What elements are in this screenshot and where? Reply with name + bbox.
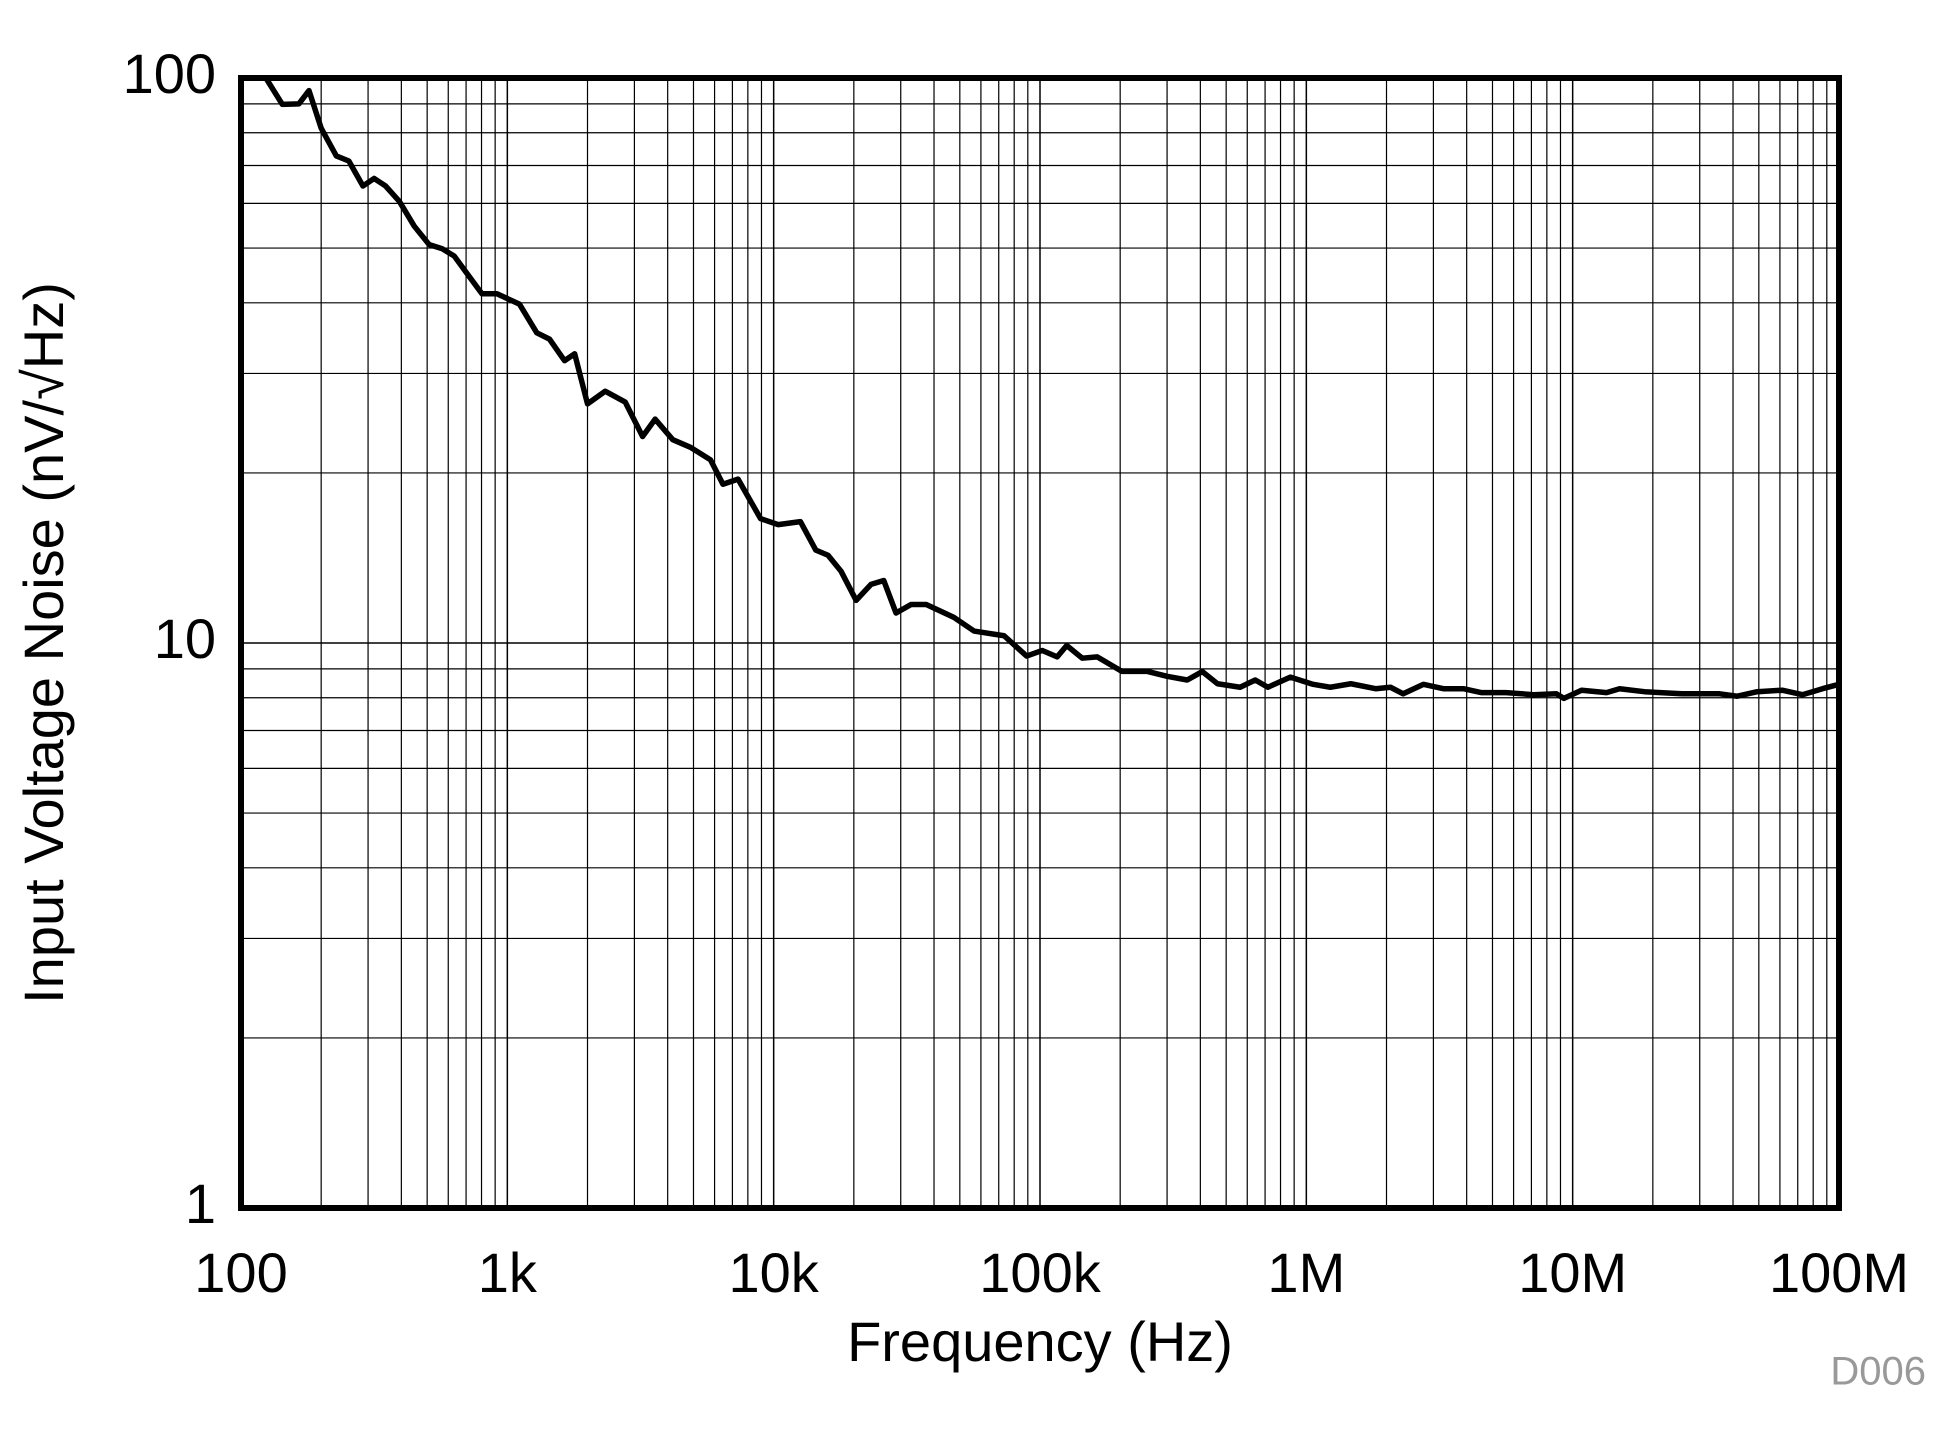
x-tick-label: 1M bbox=[1267, 1241, 1345, 1304]
x-tick-label: 10M bbox=[1518, 1241, 1627, 1304]
x-axis-label: Frequency (Hz) bbox=[847, 1310, 1233, 1373]
x-tick-label: 100k bbox=[979, 1241, 1101, 1304]
noise-line bbox=[250, 75, 1840, 702]
x-tick-label: 100M bbox=[1769, 1241, 1909, 1304]
plot bbox=[250, 75, 1840, 702]
x-tick-label: 10k bbox=[729, 1241, 820, 1304]
y-tick-label: 10 bbox=[154, 607, 216, 670]
grid bbox=[240, 77, 1840, 1209]
annotation: D006 bbox=[1830, 1350, 1926, 1394]
x-tick-label: 100 bbox=[194, 1241, 287, 1304]
y-tick-label: 1 bbox=[185, 1172, 216, 1235]
x-tick-label: 1k bbox=[478, 1241, 538, 1304]
y-axis-label: Input Voltage Noise (nV/√Hz) bbox=[12, 282, 75, 1004]
y-tick-label: 100 bbox=[123, 42, 216, 105]
plot-frame bbox=[238, 75, 1842, 1211]
